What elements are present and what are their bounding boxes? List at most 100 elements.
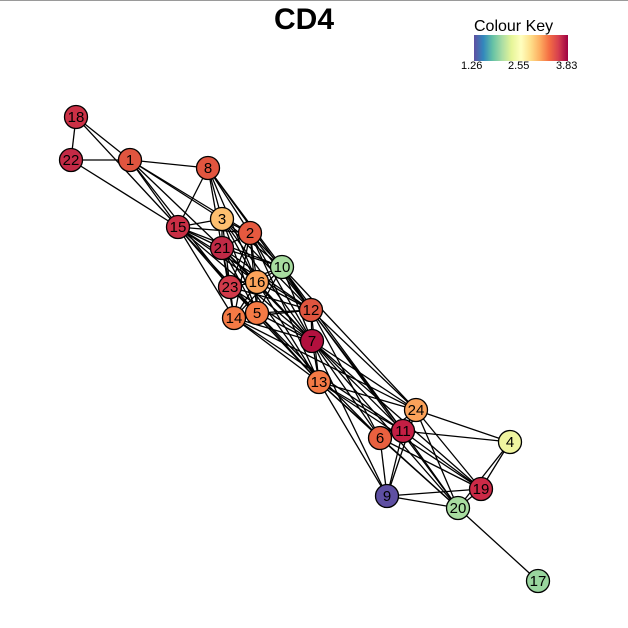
edge-5-13 [256, 312, 320, 383]
node-circle [525, 568, 551, 594]
node-circle [244, 300, 270, 326]
edge-23-12 [229, 286, 312, 311]
edge-13-11 [318, 381, 404, 432]
edge-19-9 [386, 488, 482, 497]
edge-13-24 [318, 381, 417, 411]
node-circle [468, 476, 494, 502]
node-7: 7 [299, 328, 325, 354]
edge-13-9 [318, 381, 388, 497]
edge-7-11 [311, 340, 404, 432]
node-4: 4 [497, 429, 523, 455]
top-border [0, 0, 628, 1]
edge-6-19 [379, 437, 482, 490]
node-19: 19 [468, 476, 494, 502]
node-circle [209, 235, 235, 261]
node-label: 20 [450, 500, 467, 517]
node-circle [63, 104, 89, 130]
edge-10-24 [281, 266, 417, 411]
node-label: 12 [303, 302, 320, 319]
node-label: 13 [311, 374, 328, 391]
node-label: 2 [246, 225, 254, 242]
edge-7-20 [311, 340, 459, 509]
node-circle [209, 206, 235, 232]
node-circle [445, 495, 471, 521]
edge-3-12 [221, 218, 312, 311]
node-label: 1 [126, 152, 134, 169]
edge-8-2 [207, 167, 251, 234]
node-label: 5 [253, 305, 261, 322]
node-11: 11 [390, 418, 416, 444]
node-circle [299, 328, 325, 354]
node-circle [403, 397, 429, 423]
node-5: 5 [244, 300, 270, 326]
edge-14-24 [233, 317, 417, 411]
node-23: 23 [217, 274, 243, 300]
node-circle [221, 305, 247, 331]
node-16: 16 [244, 269, 270, 295]
node-label: 6 [376, 430, 384, 447]
node-6: 6 [367, 425, 393, 451]
edge-11-20 [402, 430, 459, 509]
node-13: 13 [306, 369, 332, 395]
node-15: 15 [165, 214, 191, 240]
node-2: 2 [237, 220, 263, 246]
edge-4-20 [457, 441, 511, 509]
node-circle [237, 220, 263, 246]
node-circle [165, 214, 191, 240]
node-20: 20 [445, 495, 471, 521]
edge-14-13 [233, 317, 320, 383]
edge-15-12 [177, 226, 312, 311]
node-14: 14 [221, 305, 247, 331]
edge-8-21 [207, 167, 223, 249]
edge-1-8 [129, 159, 209, 169]
node-label: 22 [63, 152, 80, 169]
node-label: 9 [383, 488, 391, 505]
node-label: 7 [308, 333, 316, 350]
edge-15-14 [177, 226, 235, 319]
edge-1-21 [129, 159, 223, 249]
node-label: 17 [530, 573, 547, 590]
node-label: 10 [274, 259, 291, 276]
edge-20-17 [457, 507, 539, 582]
node-label: 24 [408, 402, 425, 419]
node-label: 3 [218, 211, 226, 228]
node-label: 19 [473, 481, 490, 498]
node-label: 15 [170, 219, 187, 236]
node-1: 1 [117, 147, 143, 173]
colour-key-title: Colour Key [474, 18, 554, 35]
node-label: 4 [506, 434, 514, 451]
node-21: 21 [209, 235, 235, 261]
node-label: 11 [395, 423, 411, 440]
node-3: 3 [209, 206, 235, 232]
node-18: 18 [63, 104, 89, 130]
node-label: 14 [226, 310, 243, 327]
node-circle [269, 254, 295, 280]
node-circle [374, 483, 400, 509]
edge-18-15 [75, 116, 179, 228]
edge-24-19 [415, 409, 482, 490]
node-circle [58, 147, 84, 173]
node-17: 17 [525, 568, 551, 594]
colour-key-tick-mid: 2.55 [508, 60, 530, 72]
colour-key-tick-max: 3.83 [556, 60, 578, 72]
node-circle [117, 147, 143, 173]
edge-12-24 [310, 309, 417, 411]
node-24: 24 [403, 397, 429, 423]
edge-7-9 [311, 340, 388, 497]
node-label: 8 [204, 160, 212, 177]
node-circle [217, 274, 243, 300]
node-8: 8 [195, 155, 221, 181]
edge-24-4 [415, 409, 511, 443]
node-circle [244, 269, 270, 295]
edge-2-13 [249, 232, 320, 383]
edge-10-7 [281, 266, 313, 342]
node-circle [195, 155, 221, 181]
node-circle [390, 418, 416, 444]
node-circle [298, 297, 324, 323]
edge-11-4 [402, 430, 511, 443]
node-10: 10 [269, 254, 295, 280]
edge-12-20 [310, 309, 459, 509]
colour-key-tick-min: 1.26 [461, 60, 483, 72]
